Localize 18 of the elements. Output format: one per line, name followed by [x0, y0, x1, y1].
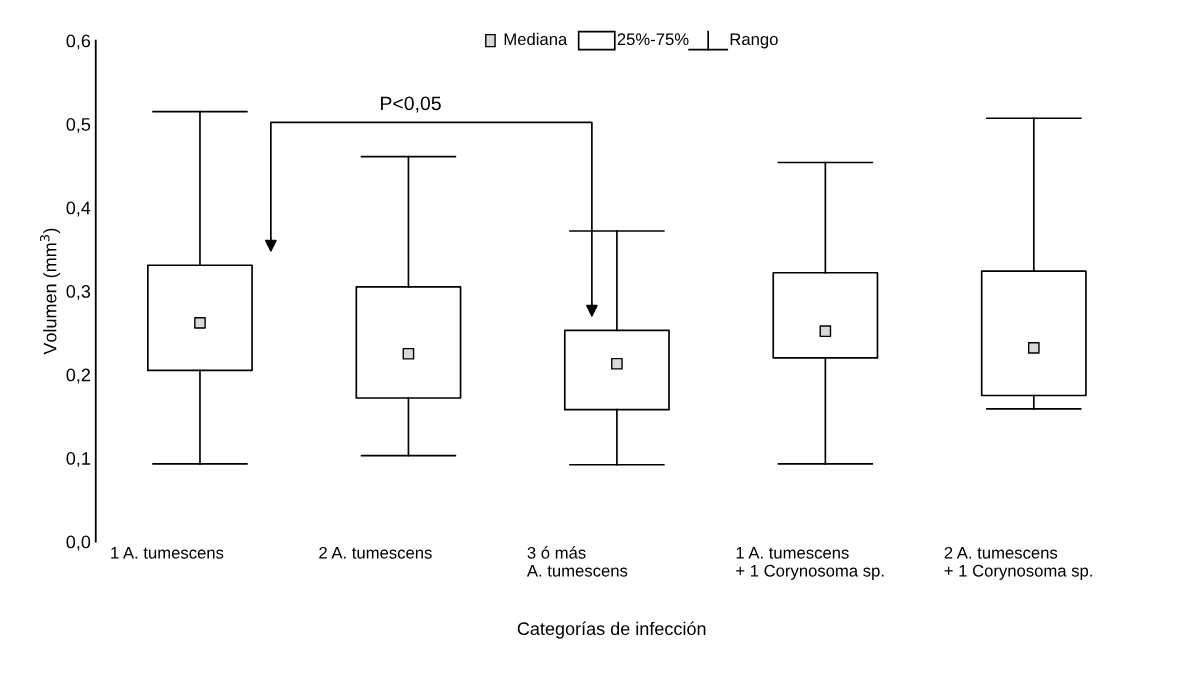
y-tick-label: 0,6 — [66, 34, 91, 50]
annotation: P<0,05 — [381, 96, 441, 113]
y-tick-label: 0,1 — [66, 452, 90, 467]
annotation: Rango — [730, 33, 778, 49]
x-tick-label: 2 A. tumescens + 1 Corynosoma sp. — [944, 546, 1092, 580]
y-tick-label: 0,4 — [66, 201, 91, 217]
y-tick-label: 0,3 — [66, 285, 91, 300]
x-tick-label: 3 ó más A. tumescens — [526, 546, 628, 577]
x-axis-title: Categorías de infección — [517, 621, 706, 639]
y-tick-label: 0,2 — [66, 368, 90, 384]
x-tick-label: 2 A. tumescens — [319, 546, 432, 559]
y-tick-label: 0,0 — [66, 535, 91, 551]
y-axis-title: Volumen (mm$^{3}$) — [40, 228, 61, 355]
annotation: 25%-75% — [617, 33, 689, 46]
y-tick-label: 0,5 — [66, 118, 91, 133]
x-tick-label: 1 A. tumescens — [111, 547, 224, 559]
x-tick-label: 1 A. tumescens + 1 Corynosoma sp. — [736, 547, 884, 580]
annotation: Mediana — [504, 32, 568, 46]
